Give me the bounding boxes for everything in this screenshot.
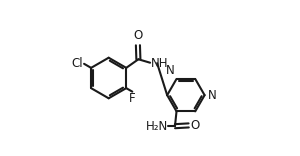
Text: Cl: Cl (72, 57, 83, 70)
Text: O: O (191, 119, 200, 132)
Text: N: N (207, 89, 216, 102)
Text: NH: NH (151, 57, 168, 70)
Text: H₂N: H₂N (146, 120, 168, 133)
Text: F: F (129, 92, 136, 105)
Text: O: O (133, 29, 142, 42)
Text: N: N (166, 64, 175, 77)
